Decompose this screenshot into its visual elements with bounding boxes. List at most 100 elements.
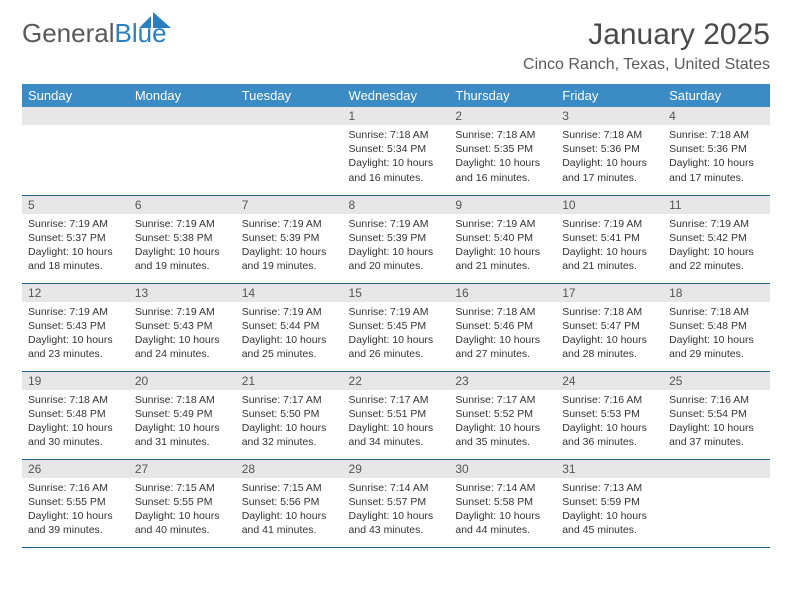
calendar-cell: 10Sunrise: 7:19 AMSunset: 5:41 PMDayligh…: [556, 195, 663, 283]
sunrise-line: Sunrise: 7:18 AM: [28, 393, 123, 407]
daylight-line: Daylight: 10 hours and 41 minutes.: [242, 509, 337, 537]
day-number: 20: [129, 372, 236, 390]
day-number: 16: [449, 284, 556, 302]
sunrise-line: Sunrise: 7:17 AM: [349, 393, 444, 407]
sunset-line: Sunset: 5:59 PM: [562, 495, 657, 509]
day-info: Sunrise: 7:18 AMSunset: 5:48 PMDaylight:…: [663, 302, 770, 366]
sunrise-line: Sunrise: 7:14 AM: [455, 481, 550, 495]
sunset-line: Sunset: 5:43 PM: [135, 319, 230, 333]
calendar-cell: 5Sunrise: 7:19 AMSunset: 5:37 PMDaylight…: [22, 195, 129, 283]
sunset-line: Sunset: 5:45 PM: [349, 319, 444, 333]
daylight-line: Daylight: 10 hours and 44 minutes.: [455, 509, 550, 537]
day-number: 15: [343, 284, 450, 302]
calendar-cell: 24Sunrise: 7:16 AMSunset: 5:53 PMDayligh…: [556, 371, 663, 459]
day-header: Monday: [129, 84, 236, 107]
calendar-cell: 8Sunrise: 7:19 AMSunset: 5:39 PMDaylight…: [343, 195, 450, 283]
sunrise-line: Sunrise: 7:14 AM: [349, 481, 444, 495]
daylight-line: Daylight: 10 hours and 23 minutes.: [28, 333, 123, 361]
sunset-line: Sunset: 5:52 PM: [455, 407, 550, 421]
sunset-line: Sunset: 5:36 PM: [562, 142, 657, 156]
daylight-line: Daylight: 10 hours and 34 minutes.: [349, 421, 444, 449]
location-text: Cinco Ranch, Texas, United States: [523, 56, 770, 74]
daylight-line: Daylight: 10 hours and 28 minutes.: [562, 333, 657, 361]
sunrise-line: Sunrise: 7:15 AM: [135, 481, 230, 495]
day-header-row: SundayMondayTuesdayWednesdayThursdayFrid…: [22, 84, 770, 107]
calendar-cell: 9Sunrise: 7:19 AMSunset: 5:40 PMDaylight…: [449, 195, 556, 283]
sunrise-line: Sunrise: 7:17 AM: [242, 393, 337, 407]
daylight-line: Daylight: 10 hours and 39 minutes.: [28, 509, 123, 537]
sunrise-line: Sunrise: 7:18 AM: [669, 128, 764, 142]
day-info: Sunrise: 7:16 AMSunset: 5:55 PMDaylight:…: [22, 478, 129, 542]
sunset-line: Sunset: 5:49 PM: [135, 407, 230, 421]
sunrise-line: Sunrise: 7:13 AM: [562, 481, 657, 495]
day-number: 17: [556, 284, 663, 302]
sunset-line: Sunset: 5:50 PM: [242, 407, 337, 421]
daylight-line: Daylight: 10 hours and 22 minutes.: [669, 245, 764, 273]
page-header: GeneralBlue January 2025 Cinco Ranch, Te…: [22, 18, 770, 74]
sunset-line: Sunset: 5:58 PM: [455, 495, 550, 509]
calendar-cell: 31Sunrise: 7:13 AMSunset: 5:59 PMDayligh…: [556, 459, 663, 547]
day-header: Tuesday: [236, 84, 343, 107]
sunset-line: Sunset: 5:37 PM: [28, 231, 123, 245]
day-number: 1: [343, 107, 450, 125]
calendar-cell: 4Sunrise: 7:18 AMSunset: 5:36 PMDaylight…: [663, 107, 770, 195]
month-title: January 2025: [523, 18, 770, 52]
sunrise-line: Sunrise: 7:16 AM: [562, 393, 657, 407]
calendar-cell: 3Sunrise: 7:18 AMSunset: 5:36 PMDaylight…: [556, 107, 663, 195]
calendar-cell: 14Sunrise: 7:19 AMSunset: 5:44 PMDayligh…: [236, 283, 343, 371]
calendar-cell: 16Sunrise: 7:18 AMSunset: 5:46 PMDayligh…: [449, 283, 556, 371]
day-info: Sunrise: 7:19 AMSunset: 5:39 PMDaylight:…: [236, 214, 343, 278]
calendar-cell: 18Sunrise: 7:18 AMSunset: 5:48 PMDayligh…: [663, 283, 770, 371]
day-info: Sunrise: 7:19 AMSunset: 5:44 PMDaylight:…: [236, 302, 343, 366]
day-number: 24: [556, 372, 663, 390]
sunrise-line: Sunrise: 7:19 AM: [349, 305, 444, 319]
day-number: 9: [449, 196, 556, 214]
sunrise-line: Sunrise: 7:19 AM: [562, 217, 657, 231]
calendar-cell: 6Sunrise: 7:19 AMSunset: 5:38 PMDaylight…: [129, 195, 236, 283]
day-number: 7: [236, 196, 343, 214]
day-number: 4: [663, 107, 770, 125]
day-info: Sunrise: 7:18 AMSunset: 5:35 PMDaylight:…: [449, 125, 556, 189]
daylight-line: Daylight: 10 hours and 20 minutes.: [349, 245, 444, 273]
day-number: 14: [236, 284, 343, 302]
calendar-week: 1Sunrise: 7:18 AMSunset: 5:34 PMDaylight…: [22, 107, 770, 195]
calendar-cell: [22, 107, 129, 195]
calendar-cell: 25Sunrise: 7:16 AMSunset: 5:54 PMDayligh…: [663, 371, 770, 459]
day-header: Friday: [556, 84, 663, 107]
daylight-line: Daylight: 10 hours and 17 minutes.: [669, 156, 764, 184]
day-info: Sunrise: 7:18 AMSunset: 5:36 PMDaylight:…: [556, 125, 663, 189]
daylight-line: Daylight: 10 hours and 45 minutes.: [562, 509, 657, 537]
empty-day: [129, 107, 236, 125]
daylight-line: Daylight: 10 hours and 19 minutes.: [135, 245, 230, 273]
daylight-line: Daylight: 10 hours and 16 minutes.: [455, 156, 550, 184]
day-number: 18: [663, 284, 770, 302]
sunrise-line: Sunrise: 7:19 AM: [349, 217, 444, 231]
day-info: Sunrise: 7:18 AMSunset: 5:48 PMDaylight:…: [22, 390, 129, 454]
daylight-line: Daylight: 10 hours and 21 minutes.: [562, 245, 657, 273]
calendar-cell: [236, 107, 343, 195]
sunset-line: Sunset: 5:41 PM: [562, 231, 657, 245]
calendar-cell: [663, 459, 770, 547]
sunrise-line: Sunrise: 7:19 AM: [242, 217, 337, 231]
day-info: Sunrise: 7:19 AMSunset: 5:40 PMDaylight:…: [449, 214, 556, 278]
calendar-cell: 26Sunrise: 7:16 AMSunset: 5:55 PMDayligh…: [22, 459, 129, 547]
daylight-line: Daylight: 10 hours and 29 minutes.: [669, 333, 764, 361]
day-info: Sunrise: 7:13 AMSunset: 5:59 PMDaylight:…: [556, 478, 663, 542]
day-number: 5: [22, 196, 129, 214]
daylight-line: Daylight: 10 hours and 43 minutes.: [349, 509, 444, 537]
calendar-week: 19Sunrise: 7:18 AMSunset: 5:48 PMDayligh…: [22, 371, 770, 459]
sunset-line: Sunset: 5:44 PM: [242, 319, 337, 333]
sunrise-line: Sunrise: 7:16 AM: [669, 393, 764, 407]
sunset-line: Sunset: 5:39 PM: [242, 231, 337, 245]
sunrise-line: Sunrise: 7:18 AM: [455, 305, 550, 319]
daylight-line: Daylight: 10 hours and 19 minutes.: [242, 245, 337, 273]
day-info: Sunrise: 7:19 AMSunset: 5:41 PMDaylight:…: [556, 214, 663, 278]
calendar-week: 26Sunrise: 7:16 AMSunset: 5:55 PMDayligh…: [22, 459, 770, 547]
day-info: Sunrise: 7:15 AMSunset: 5:55 PMDaylight:…: [129, 478, 236, 542]
calendar-cell: 20Sunrise: 7:18 AMSunset: 5:49 PMDayligh…: [129, 371, 236, 459]
day-info: Sunrise: 7:17 AMSunset: 5:51 PMDaylight:…: [343, 390, 450, 454]
calendar-body: 1Sunrise: 7:18 AMSunset: 5:34 PMDaylight…: [22, 107, 770, 547]
logo: GeneralBlue: [22, 18, 173, 49]
daylight-line: Daylight: 10 hours and 24 minutes.: [135, 333, 230, 361]
day-info: Sunrise: 7:19 AMSunset: 5:38 PMDaylight:…: [129, 214, 236, 278]
